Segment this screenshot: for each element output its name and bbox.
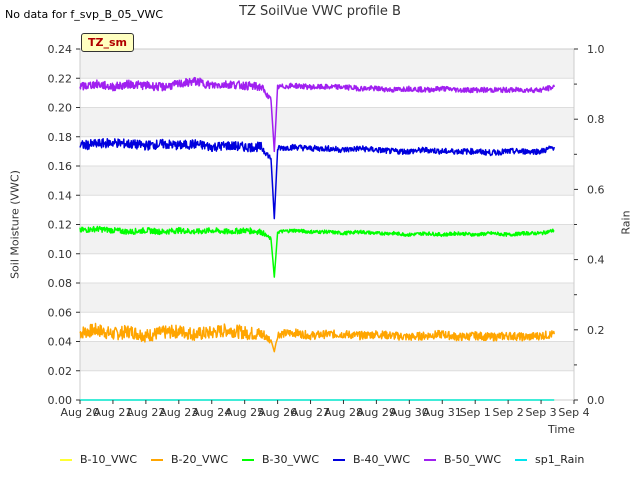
legend-item-rain[interactable]: sp1_Rain: [515, 453, 584, 466]
y-tick-label: 0.10: [48, 248, 73, 261]
x-tick-label: Aug 25: [225, 406, 264, 419]
grid-band: [80, 49, 574, 79]
legend-label: B-40_VWC: [353, 453, 411, 466]
legend-item-b40[interactable]: B-40_VWC: [333, 453, 410, 466]
x-tick-label: Aug 21: [93, 406, 132, 419]
y-tick-label: 0.24: [48, 43, 73, 56]
legend-label: B-50_VWC: [444, 453, 502, 466]
y2-tick-label: 0.4: [587, 254, 605, 267]
legend: B-10_VWC B-20_VWC B-30_VWC B-40_VWC B-50…: [0, 453, 640, 469]
site-badge: TZ_sm: [81, 33, 134, 52]
plot-grid: [80, 48, 574, 401]
legend-item-b30[interactable]: B-30_VWC: [242, 453, 319, 466]
legend-label: B-10_VWC: [80, 453, 138, 466]
series-line-b-50-vwc: [79, 76, 555, 153]
legend-swatch: [424, 458, 436, 461]
x-tick-label: Aug 29: [357, 406, 396, 419]
x-tick-label: Sep 1: [460, 406, 491, 419]
x-tick-label: Aug 31: [423, 406, 462, 419]
x-tick-label: Aug 30: [390, 406, 429, 419]
legend-swatch: [151, 458, 163, 461]
series-line-b-40-vwc: [79, 137, 555, 220]
legend-swatch: [515, 458, 527, 461]
y-axis-label: Soil Moisture (VWC): [8, 170, 22, 279]
legend-item-b50[interactable]: B-50_VWC: [424, 453, 501, 466]
grid-band: [80, 283, 574, 313]
x-tick-label: Aug 23: [159, 406, 198, 419]
y-tick-label: 0.18: [48, 131, 73, 144]
y-axis-right: 0.0 0.2 0.4 0.6 0.8 1.0: [574, 43, 605, 407]
grid-band: [80, 341, 574, 371]
y-tick-label: 0.12: [48, 219, 73, 232]
y-tick-label: 0.06: [48, 306, 73, 319]
legend-swatch: [333, 458, 345, 461]
chart-title: TZ SoilVue VWC profile B: [239, 4, 401, 19]
legend-item-b10[interactable]: B-10_VWC: [60, 453, 137, 466]
y-tick-label: 0.20: [48, 102, 73, 115]
x-tick-label: Aug 27: [291, 406, 330, 419]
y-tick-label: 0.04: [48, 336, 73, 349]
x-tick-label: Aug 20: [61, 406, 100, 419]
y-tick-label: 0.02: [48, 365, 73, 378]
legend-label: sp1_Rain: [535, 453, 585, 466]
y2-tick-label: 1.0: [587, 43, 605, 56]
y-tick-label: 0.22: [48, 72, 73, 85]
x-tick-label: Sep 3: [525, 406, 556, 419]
y-axis-left: 0.00 0.02 0.04 0.06 0.08 0.10 0.12 0.14 0.16 0.18…: [48, 43, 80, 407]
legend-swatch: [60, 458, 72, 461]
y-tick-label: 0.14: [48, 189, 73, 202]
legend-swatch: [242, 458, 254, 461]
y2-tick-label: 0.8: [587, 113, 605, 126]
grid-band: [80, 107, 574, 137]
y2-tick-label: 0.6: [587, 183, 605, 196]
legend-item-b20[interactable]: B-20_VWC: [151, 453, 228, 466]
y-tick-label: 0.00: [48, 394, 73, 407]
y-tick-label: 0.16: [48, 160, 73, 173]
x-tick-label: Sep 2: [493, 406, 524, 419]
x-tick-label: Aug 24: [192, 406, 231, 419]
grid-band: [80, 166, 574, 196]
series-line-b-30-vwc: [79, 225, 555, 278]
legend-label: B-20_VWC: [171, 453, 229, 466]
no-data-notice: No data for f_svp_B_05_VWC: [5, 8, 164, 21]
series-line-b-20-vwc: [79, 322, 555, 353]
x-tick-label: Aug 26: [258, 406, 297, 419]
y2-tick-label: 0.2: [587, 324, 605, 337]
x-tick-label: Sep 4: [558, 406, 589, 419]
x-tick-label: Aug 28: [324, 406, 363, 419]
legend-label: B-30_VWC: [262, 453, 320, 466]
x-axis-label: Time: [548, 423, 575, 436]
plot-bands: [80, 49, 574, 371]
y2-tick-label: 0.0: [587, 394, 605, 407]
y-tick-label: 0.08: [48, 277, 73, 290]
y2-axis-label: Rain: [619, 210, 633, 235]
x-tick-label: Aug 22: [126, 406, 165, 419]
